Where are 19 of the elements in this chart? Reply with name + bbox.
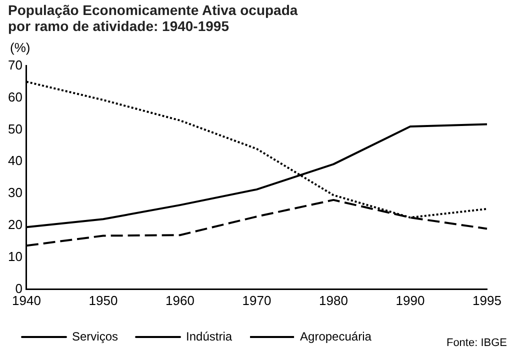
legend-label: Agropecuária (300, 329, 372, 344)
y-tick-label: 70 (8, 57, 22, 72)
x-tick-label: 1950 (88, 292, 118, 308)
y-tick-label: 50 (8, 121, 22, 136)
chart-title: População Economicamente Ativa ocupada por ramo de atividade: 1940-1995 (8, 2, 299, 34)
x-tick-label: 1970 (242, 292, 272, 308)
x-tick-label: 1980 (319, 292, 348, 308)
x-tick-label: 1990 (396, 292, 425, 308)
y-tick-label: 10 (8, 249, 22, 264)
legend-label: Serviços (72, 329, 118, 344)
y-tick-label: 40 (8, 153, 22, 168)
y-tick-label: 30 (8, 185, 22, 200)
x-tick-label: 1960 (166, 292, 194, 308)
y-tick-label: 60 (8, 89, 22, 104)
source-note: Fonte: IBGE (446, 337, 507, 349)
legend-label: Indústria (186, 329, 232, 344)
y-tick-label: 20 (8, 217, 22, 232)
y-axis-title: (%) (10, 40, 30, 55)
x-tick-label: 1995 (472, 292, 502, 308)
